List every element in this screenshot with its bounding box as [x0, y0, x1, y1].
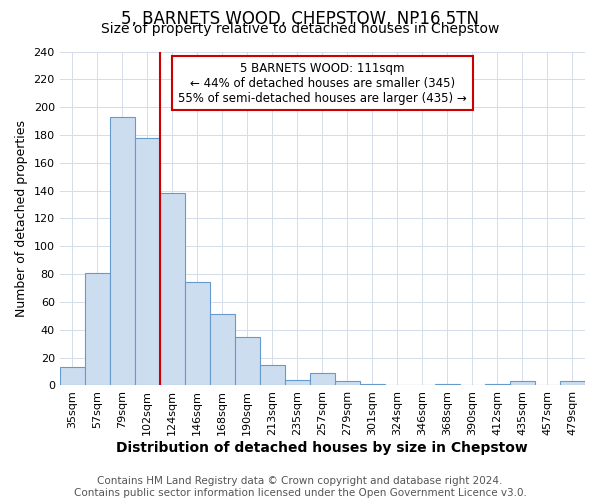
Bar — [310, 373, 335, 386]
Bar — [160, 194, 185, 386]
Text: Contains HM Land Registry data © Crown copyright and database right 2024.
Contai: Contains HM Land Registry data © Crown c… — [74, 476, 526, 498]
Bar — [235, 337, 260, 386]
Bar — [560, 382, 585, 386]
X-axis label: Distribution of detached houses by size in Chepstow: Distribution of detached houses by size … — [116, 441, 528, 455]
Bar — [135, 138, 160, 386]
Bar — [360, 384, 385, 386]
Bar — [485, 384, 510, 386]
Text: Size of property relative to detached houses in Chepstow: Size of property relative to detached ho… — [101, 22, 499, 36]
Bar — [335, 382, 360, 386]
Bar — [85, 272, 110, 386]
Bar — [185, 282, 210, 386]
Bar — [210, 314, 235, 386]
Y-axis label: Number of detached properties: Number of detached properties — [15, 120, 28, 317]
Text: 5, BARNETS WOOD, CHEPSTOW, NP16 5TN: 5, BARNETS WOOD, CHEPSTOW, NP16 5TN — [121, 10, 479, 28]
Text: 5 BARNETS WOOD: 111sqm
← 44% of detached houses are smaller (345)
55% of semi-de: 5 BARNETS WOOD: 111sqm ← 44% of detached… — [178, 62, 467, 104]
Bar — [435, 384, 460, 386]
Bar — [285, 380, 310, 386]
Bar — [510, 382, 535, 386]
Bar — [260, 364, 285, 386]
Bar — [59, 368, 85, 386]
Bar — [110, 117, 135, 386]
